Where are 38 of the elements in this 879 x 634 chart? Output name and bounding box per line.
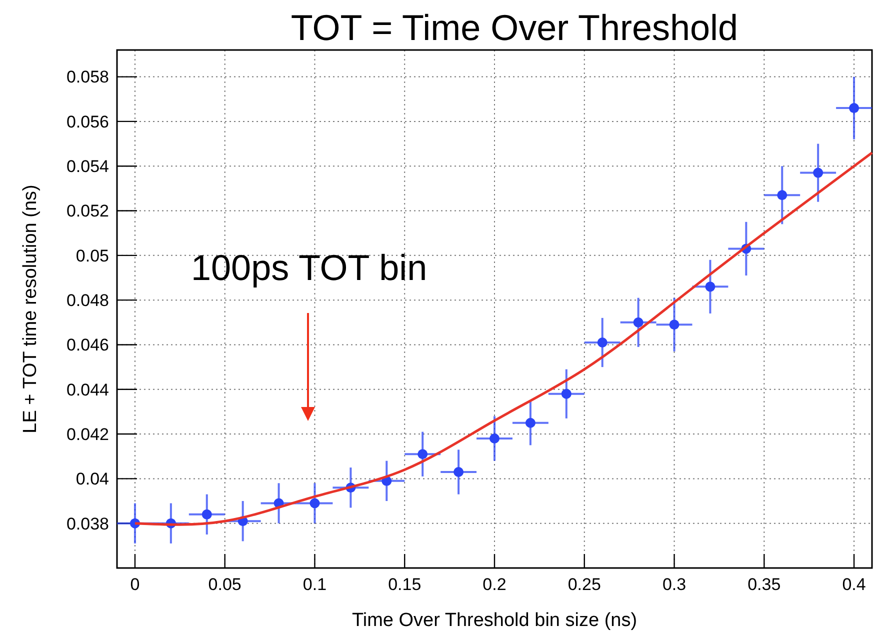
point bbox=[454, 466, 464, 477]
y-tick-label: 0.058 bbox=[66, 68, 109, 87]
y-tick-label: 0.048 bbox=[66, 291, 109, 310]
point bbox=[813, 168, 824, 178]
y-axis-title: LE + TOT time resolution (ns) bbox=[20, 184, 41, 434]
x-tick-label: 0.35 bbox=[748, 575, 781, 594]
x-axis-title: Time Over Threshold bin size (ns) bbox=[352, 610, 638, 631]
y-tick-label: 0.054 bbox=[66, 157, 109, 176]
y-tick-label: 0.046 bbox=[66, 336, 109, 355]
point bbox=[597, 337, 608, 348]
x-tick-label: 0.1 bbox=[302, 575, 327, 594]
x-tick-label: 0.3 bbox=[662, 575, 686, 594]
x-tick-label: 0.2 bbox=[482, 575, 506, 594]
x-tick-label: 0.15 bbox=[388, 575, 422, 594]
point bbox=[202, 509, 212, 520]
y-tick-label: 0.042 bbox=[66, 424, 109, 444]
chart-title: TOT = Time Over Threshold bbox=[290, 7, 738, 48]
point bbox=[669, 320, 680, 330]
y-tick-label: 0.052 bbox=[66, 202, 109, 221]
point bbox=[525, 418, 536, 428]
y-tick-label: 0.04 bbox=[76, 470, 109, 489]
point bbox=[310, 498, 320, 508]
point bbox=[561, 388, 572, 399]
y-tick-label: 0.05 bbox=[76, 246, 109, 266]
x-tick-label: 0 bbox=[130, 575, 140, 594]
y-tick-label: 0.056 bbox=[66, 112, 109, 132]
point bbox=[777, 190, 788, 200]
x-tick-label: 0.4 bbox=[842, 575, 866, 594]
annotation: 100ps TOT bin bbox=[191, 247, 428, 288]
x-tick-label: 0.05 bbox=[208, 575, 242, 594]
point bbox=[633, 317, 644, 328]
x-tick-label: 0.25 bbox=[568, 575, 601, 594]
y-tick-label: 0.038 bbox=[66, 514, 109, 534]
point bbox=[490, 434, 500, 444]
point bbox=[849, 103, 860, 114]
y-tick-label: 0.044 bbox=[66, 380, 109, 400]
point bbox=[418, 449, 428, 460]
point bbox=[705, 282, 716, 292]
